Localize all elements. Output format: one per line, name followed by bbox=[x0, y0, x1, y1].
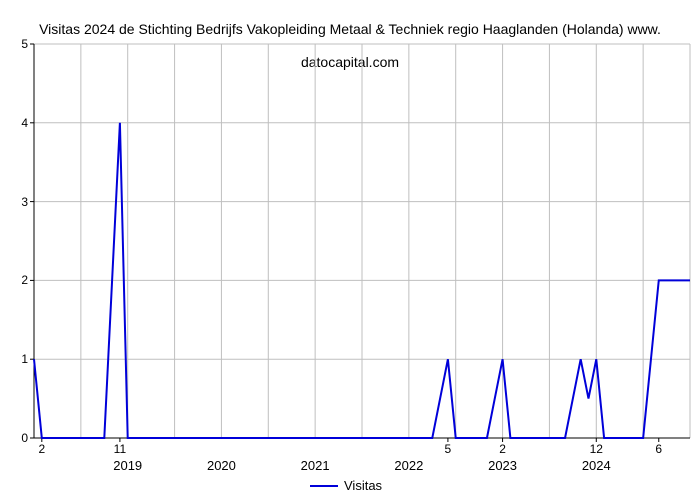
ytick-label: 2 bbox=[10, 273, 28, 287]
xtick-label: 2 bbox=[499, 442, 506, 456]
ytick-label: 3 bbox=[10, 195, 28, 209]
xtick-label: 11 bbox=[114, 442, 126, 456]
xtick-year-label: 2024 bbox=[582, 458, 611, 473]
ytick-label: 5 bbox=[10, 37, 28, 51]
xtick-year-label: 2021 bbox=[301, 458, 330, 473]
ytick-label: 4 bbox=[10, 116, 28, 130]
chart-title-line1: Visitas 2024 de Stichting Bedrijfs Vakop… bbox=[39, 21, 661, 37]
legend: Visitas bbox=[310, 478, 382, 493]
xtick-label: 6 bbox=[655, 442, 662, 456]
legend-swatch bbox=[310, 485, 338, 487]
ytick-label: 1 bbox=[10, 352, 28, 366]
xtick-label: 5 bbox=[445, 442, 452, 456]
xtick-year-label: 2023 bbox=[488, 458, 517, 473]
chart-svg bbox=[34, 44, 690, 438]
chart-container: Visitas 2024 de Stichting Bedrijfs Vakop… bbox=[0, 0, 700, 500]
xtick-year-label: 2020 bbox=[207, 458, 236, 473]
xtick-label: 2 bbox=[38, 442, 45, 456]
ytick-label: 0 bbox=[10, 431, 28, 445]
xtick-year-label: 2022 bbox=[394, 458, 423, 473]
plot-area bbox=[34, 44, 690, 438]
xtick-label: 12 bbox=[590, 442, 603, 456]
legend-label: Visitas bbox=[344, 478, 382, 493]
xtick-year-label: 2019 bbox=[113, 458, 142, 473]
